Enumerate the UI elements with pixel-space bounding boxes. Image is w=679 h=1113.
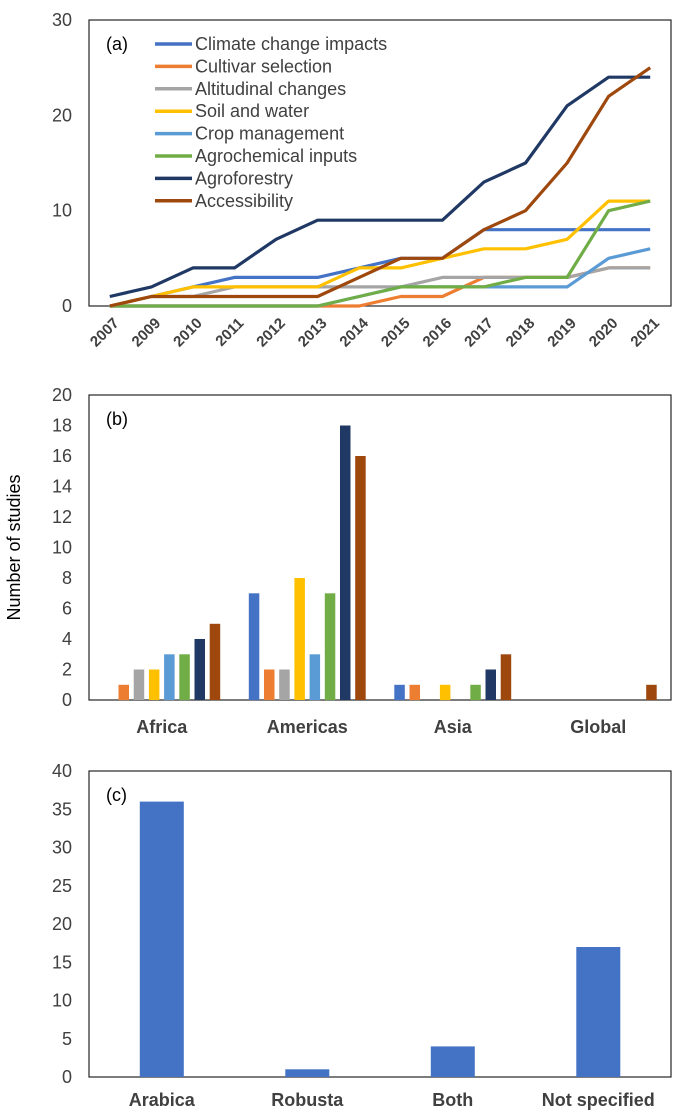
legend-entry-6: Agroforestry <box>195 168 293 188</box>
legend-entry-7: Accessibility <box>195 191 293 211</box>
bar-africa-s6 <box>194 639 205 700</box>
bar-africa-s4 <box>164 654 175 701</box>
bar-americas-s2 <box>279 669 290 700</box>
panel-b-bar-chart: 0 2 4 6 8 10 12 14 16 18 20 Number of studies Africa… <box>4 385 672 737</box>
legend-entry-5: Agrochemical inputs <box>195 146 357 166</box>
legend-entry-3: Soil and water <box>195 101 309 121</box>
bar-americas-s7 <box>355 456 366 700</box>
x-tick-label-a: 2016 <box>420 315 456 351</box>
panel-c-bar-chart: 0 5 10 15 20 25 30 35 40 Arabica Robusta Both Not sp… <box>52 761 672 1110</box>
x-tick-label-a: 2014 <box>336 314 372 350</box>
y-tick-label-b: 16 <box>52 446 72 466</box>
y-tick-label-c: 30 <box>52 838 72 858</box>
plot-frame-b <box>88 394 672 701</box>
y-tick-label-b: 10 <box>52 538 72 558</box>
bar-americas-s3 <box>294 578 305 700</box>
x-category-label-b: Global <box>570 717 626 737</box>
bar-americas-s5 <box>324 593 336 701</box>
bar-arabica <box>139 801 184 1077</box>
y-tick-label-a: 0 <box>62 296 72 316</box>
bar-asia-s0 <box>394 684 405 701</box>
bar-global-s7 <box>646 684 657 701</box>
bar-robusta <box>285 1069 330 1077</box>
x-tick-label-a: 2010 <box>170 315 206 351</box>
x-tick-label-a: 2011 <box>212 315 247 350</box>
legend-entry-0: Climate change impacts <box>195 34 387 54</box>
x-tick-label-a: 2019 <box>544 315 580 351</box>
x-tick-label-a: 2009 <box>129 315 165 351</box>
bar-not-specified <box>576 947 621 1077</box>
panel-label-a: (a) <box>106 34 128 54</box>
bar-africa-s5 <box>179 654 190 701</box>
bar-americas-s0 <box>248 593 260 701</box>
x-category-label-c: Not specified <box>542 1090 655 1110</box>
y-tick-label-b: 0 <box>62 690 72 710</box>
bar-asia-s7 <box>500 654 512 701</box>
y-tick-label-b: 18 <box>52 416 72 436</box>
bar-americas-s1 <box>264 669 275 700</box>
plot-frame-a <box>88 19 672 307</box>
x-tick-label-a: 2015 <box>378 315 414 351</box>
x-category-label-b: Africa <box>136 717 188 737</box>
y-tick-label-b: 4 <box>62 629 72 649</box>
y-tick-label-c: 40 <box>52 761 72 781</box>
x-tick-label-a: 2018 <box>503 315 539 351</box>
x-tick-label-a: 2012 <box>253 315 289 351</box>
y-tick-label-b: 8 <box>62 568 72 588</box>
y-tick-label-b: 12 <box>52 507 72 527</box>
y-tick-label-c: 35 <box>52 799 72 819</box>
bar-africa-s7 <box>209 623 221 701</box>
y-tick-label-c: 5 <box>62 1029 72 1049</box>
bar-africa-s1 <box>118 684 129 701</box>
bar-asia-s1 <box>409 684 420 701</box>
y-tick-label-c: 15 <box>52 952 72 972</box>
x-tick-label-a: 2013 <box>295 315 331 351</box>
bar-asia-s5 <box>470 684 481 701</box>
x-tick-label-a: 2007 <box>87 315 123 351</box>
y-tick-label-b: 20 <box>52 385 72 405</box>
y-tick-label-c: 0 <box>62 1067 72 1087</box>
x-category-label-c: Robusta <box>271 1090 344 1110</box>
bar-asia-s6 <box>485 669 496 700</box>
y-tick-label-c: 20 <box>52 914 72 934</box>
bar-asia-s3 <box>439 684 451 701</box>
y-tick-label-c: 10 <box>52 991 72 1011</box>
y-tick-label-b: 2 <box>62 660 72 680</box>
y-tick-label-b: 14 <box>52 477 72 497</box>
y-axis-label-b: Number of studies <box>4 474 24 620</box>
plot-frame-c <box>88 770 672 1078</box>
panel-label-c: (c) <box>106 785 127 805</box>
bar-both <box>430 1046 475 1077</box>
panel-label-b: (b) <box>106 409 128 429</box>
bar-africa-s3 <box>148 669 160 700</box>
series-line-7 <box>109 66 652 308</box>
x-tick-label-a: 2017 <box>461 315 497 351</box>
series-line-6 <box>109 75 651 299</box>
y-tick-label-a: 30 <box>52 10 72 30</box>
y-tick-label-c: 25 <box>52 876 72 896</box>
y-tick-label-a: 20 <box>52 105 72 125</box>
bar-americas-s4 <box>309 654 321 701</box>
x-category-label-b: Asia <box>434 717 473 737</box>
bar-americas-s6 <box>340 425 351 700</box>
x-tick-label-a: 2021 <box>627 315 663 351</box>
y-tick-label-a: 10 <box>52 201 72 221</box>
y-tick-label-b: 6 <box>62 599 72 619</box>
series-line-5 <box>109 199 651 308</box>
legend-entry-4: Crop management <box>195 124 344 144</box>
x-category-label-b: Americas <box>267 717 348 737</box>
x-tick-label-a: 2020 <box>586 315 622 351</box>
x-category-label-c: Arabica <box>129 1090 196 1110</box>
legend-entry-2: Altitudinal changes <box>195 79 346 99</box>
x-category-label-c: Both <box>432 1090 473 1110</box>
bar-africa-s2 <box>133 669 145 700</box>
legend-entry-1: Cultivar selection <box>195 56 332 76</box>
